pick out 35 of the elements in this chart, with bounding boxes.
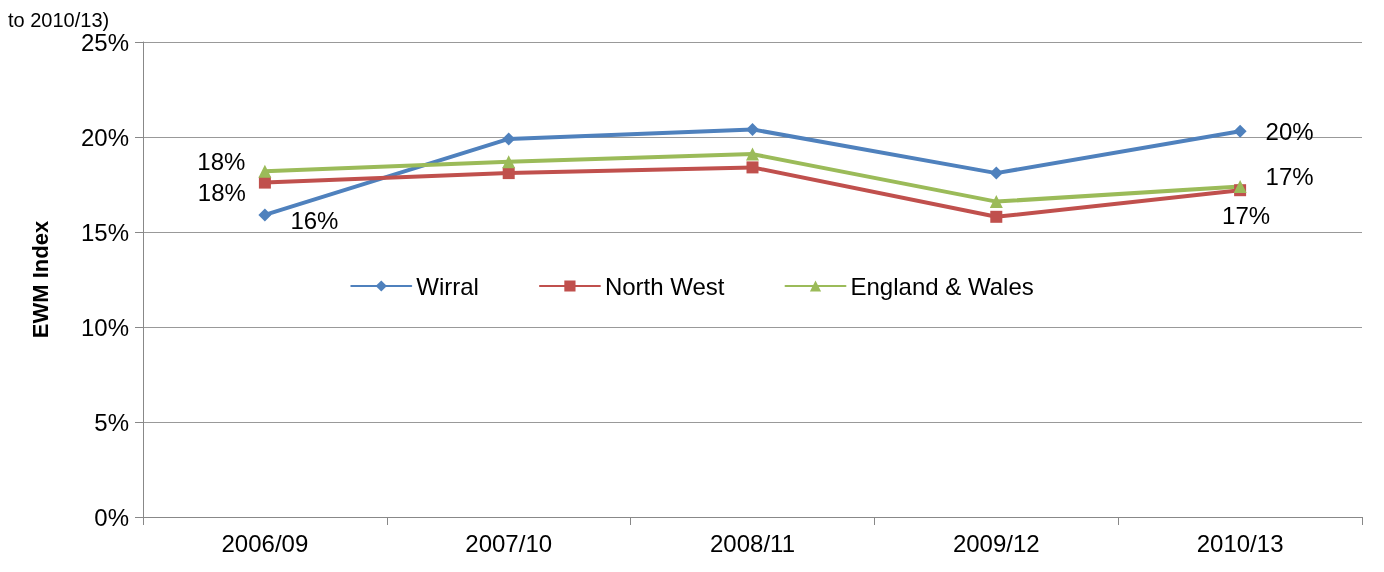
legend-label: North West	[604, 272, 725, 300]
point	[502, 167, 515, 180]
point	[258, 208, 272, 222]
data-label: 17%	[1222, 201, 1271, 229]
point	[990, 210, 1003, 223]
data-label: 16%	[290, 207, 339, 235]
point	[502, 132, 516, 146]
x-tick-label: 2008/11	[710, 529, 795, 557]
x-tick-label: 2006/09	[221, 529, 309, 557]
point	[502, 155, 516, 169]
data-label: 18%	[197, 147, 246, 175]
data-label: 20%	[1265, 117, 1314, 145]
y-tick-label: 10%	[80, 313, 129, 341]
point	[746, 147, 759, 161]
x-tick-label: 2009/12	[952, 529, 1040, 557]
x-tick-label: 2010/13	[1196, 529, 1284, 557]
point	[258, 176, 271, 189]
legend-label: Wirral	[416, 272, 479, 300]
point	[746, 161, 759, 174]
y-axis-title: EWM Index	[27, 220, 53, 339]
text: to 2010/13)	[8, 9, 110, 31]
point	[1233, 179, 1247, 193]
y-tick-label: 0%	[94, 503, 129, 531]
y-tick-label: 5%	[94, 408, 129, 436]
y-tick-label: 15%	[80, 218, 129, 246]
data-label: 17%	[1265, 162, 1314, 190]
legend-label: England & Wales	[850, 272, 1034, 300]
point	[989, 195, 1003, 209]
point	[989, 166, 1003, 180]
y-tick-label: 20%	[80, 123, 129, 151]
point	[258, 164, 272, 178]
data-label: 18%	[197, 179, 246, 207]
point	[1233, 124, 1247, 138]
x-tick-label: 2007/10	[465, 529, 553, 557]
point	[746, 122, 759, 136]
